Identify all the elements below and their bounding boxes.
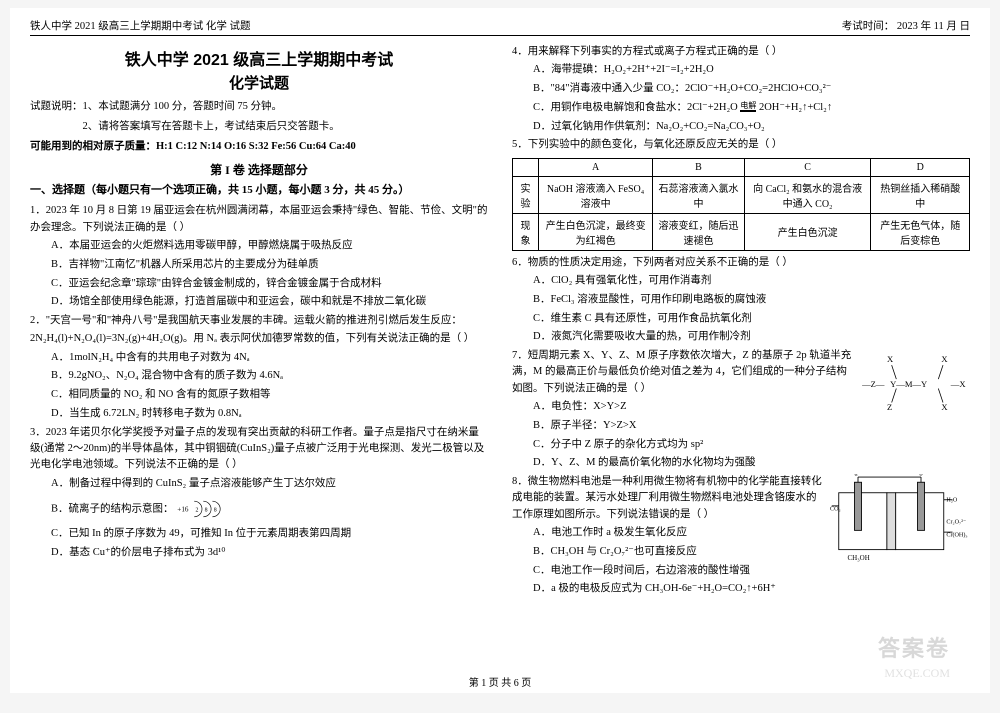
svg-text:—X: —X <box>950 379 967 389</box>
left-column: 铁人中学 2021 级高三上学期期中考试 化学试题 试题说明：1、本试题满分 1… <box>30 42 488 677</box>
atomic-masses: 可能用到的相对原子质量：H:1 C:12 N:14 O:16 S:32 Fe:5… <box>30 139 488 156</box>
q1-stem: 1．2023 年 10 月 8 日第 19 届亚运会在杭州圆满闭幕，本届亚运会秉… <box>30 203 488 236</box>
q6-stem: 6．物质的性质决定用途，下列两者对应关系不正确的是（ ） <box>512 255 970 271</box>
q7-opt-b: B．原子半径：Y>Z>X <box>512 418 970 435</box>
q5-hc: C <box>744 158 871 176</box>
q4c-post: 2OH⁻+H₂↑+Cl₂↑ <box>759 102 832 113</box>
two-column-layout: 铁人中学 2021 级高三上学期期中考试 化学试题 试题说明：1、本试题满分 1… <box>30 42 970 677</box>
svg-text:X: X <box>941 402 948 412</box>
exam-title: 铁人中学 2021 级高三上学期期中考试 <box>30 46 488 70</box>
q4c-pre: C．用铜作电极电解饱和食盐水：2Cl⁻+2H₂O <box>533 102 738 113</box>
q5-stem: 5．下列实验中的颜色变化，与氧化还原反应无关的是（ ） <box>512 137 970 153</box>
q5-r2l: 现象 <box>513 213 539 250</box>
table-row: 现象 产生白色沉淀，最终变为红褐色 溶液变红，随后迅速褪色 产生白色沉淀 产生无… <box>513 213 970 250</box>
q5-r1l: 实验 <box>513 176 539 213</box>
q4-opt-b: B．"84"消毒液中通入少量 CO₂：2ClO⁻+H₂O+CO₂=2HClO+C… <box>512 81 970 98</box>
q7-opt-d: D．Y、Z、M 的最高价氧化物的水化物均为强酸 <box>512 455 970 472</box>
page-header: 铁人中学 2021 级高三上学期期中考试 化学 试题 考试时间： 2023 年 … <box>30 18 970 36</box>
svg-text:CH₃OH: CH₃OH <box>848 554 870 562</box>
q3-opt-a: A．制备过程中得到的 CuInS₂ 量子点溶液能够产生丁达尔效应 <box>30 476 488 493</box>
q4-opt-a: A．海带提碘：H₂O₂+2H⁺+2I⁻=I₂+2H₂O <box>512 62 970 79</box>
q5-r2b: 溶液变红，随后迅速褪色 <box>653 213 745 250</box>
q2-eqn: 2N₂H₄(l)+N₂O₄(l)=3N₂(g)+4H₂O(g)。用 Nₐ 表示阿… <box>30 331 488 347</box>
svg-text:b: b <box>919 474 923 477</box>
q2-opt-b: B．9.2gNO₂、N₂O₄ 混合物中含有的质子数为 4.6Nₐ <box>30 368 488 385</box>
instruction-1: 试题说明：1、本试题满分 100 分，答题时间 75 分钟。 <box>30 99 488 116</box>
header-right: 考试时间： 2023 年 11 月 日 <box>842 18 970 33</box>
q3-opt-c: C．已知 In 的原子序数为 49，可推知 In 位于元素周期表第四周期 <box>30 526 488 543</box>
ion-structure-icon: +16 2 8 8 <box>176 494 228 524</box>
q4-opt-c: C．用铜作电极电解饱和食盐水：2Cl⁻+2H₂O 电解 2OH⁻+H₂↑+Cl₂… <box>512 100 970 117</box>
svg-text:Y—M—Y: Y—M—Y <box>890 379 927 389</box>
q4-stem: 4．用来解释下列事实的方程式或离子方程式正确的是（ ） <box>512 44 970 60</box>
right-column: 4．用来解释下列事实的方程式或离子方程式正确的是（ ） A．海带提碘：H₂O₂+… <box>512 42 970 677</box>
exam-subtitle: 化学试题 <box>30 72 488 93</box>
q5-ha: A <box>538 158 652 176</box>
q5-r2c: 产生白色沉淀 <box>744 213 871 250</box>
q6-opt-c: C．维生素 C 具有还原性，可用作食品抗氧化剂 <box>512 311 970 328</box>
q5-r1c: 向 CaCl₂ 和氨水的混合液中通入 CO₂ <box>744 176 871 213</box>
q1-opt-d: D．场馆全部使用绿色能源，打造首届碳中和亚运会，碳中和就是不排放二氧化碳 <box>30 294 488 311</box>
molecule-structure-icon: —Z— Y—M—Y X Z X X —X <box>860 348 970 418</box>
q6-opt-b: B．FeCl₃ 溶液显酸性，可用作印刷电路板的腐蚀液 <box>512 292 970 309</box>
q2-opt-d: D．当生成 6.72LN₂ 时转移电子数为 0.8Nₐ <box>30 406 488 423</box>
q4-opt-d: D．过氧化钠用作供氧剂：Na₂O₂+CO₂=Na₂CO₃+O₂ <box>512 119 970 136</box>
q3-opt-b-text: B．硫离子的结构示意图： <box>51 504 174 515</box>
q5-r2d: 产生无色气体，随后变棕色 <box>871 213 970 250</box>
q2-opt-c: C．相同质量的 NO₂ 和 NO 含有的氮原子数相等 <box>30 387 488 404</box>
q3-opt-d: D．基态 Cu⁺的价层电子排布式为 3d¹⁰ <box>30 545 488 562</box>
q5-r1d: 热铜丝插入稀硝酸中 <box>871 176 970 213</box>
q5-h0 <box>513 158 539 176</box>
svg-text:Z: Z <box>887 402 892 412</box>
fuel-cell-diagram-icon: a b CO₂ H₂O Cr₂O₇²⁻ Cr(OH)₃ CH₃OH <box>830 474 970 564</box>
table-row: 实验 NaOH 溶液滴入 FeSO₄ 溶液中 石蕊溶液滴入氯水中 向 CaCl₂… <box>513 176 970 213</box>
q7-opt-c: C．分子中 Z 原子的杂化方式均为 sp² <box>512 437 970 454</box>
q8-opt-d: D．a 极的电极反应式为 CH₃OH-6e⁻+H₂O=CO₂↑+6H⁺ <box>512 581 970 598</box>
q3-stem: 3．2023 年诺贝尔化学奖授予对量子点的发现有突出贡献的科研工作者。量子点是指… <box>30 425 488 474</box>
q5-hd: D <box>871 158 970 176</box>
q5-r2a: 产生白色沉淀，最终变为红褐色 <box>538 213 652 250</box>
table-row: A B C D <box>513 158 970 176</box>
q6-opt-a: A．ClO₂ 具有强氧化性，可用作消毒剂 <box>512 273 970 290</box>
svg-text:+16: +16 <box>177 506 189 514</box>
q3-opt-b: B．硫离子的结构示意图： +16 2 8 8 <box>30 494 488 524</box>
svg-text:8: 8 <box>205 508 208 514</box>
header-left: 铁人中学 2021 级高三上学期期中考试 化学 试题 <box>30 18 251 33</box>
mcq-heading: 一、选择题（每小题只有一个选项正确，共 15 小题，每小题 3 分，共 45 分… <box>30 182 488 199</box>
svg-text:X: X <box>941 354 948 364</box>
q8-opt-c: C．电池工作一段时间后，右边溶液的酸性增强 <box>512 563 970 580</box>
q1-opt-b: B．吉祥物"江南忆"机器人所采用芯片的主要成分为硅单质 <box>30 257 488 274</box>
q1-opt-c: C．亚运会纪念章"琮琮"由锌合金镀金制成的，锌合金镀金属于合成材料 <box>30 276 488 293</box>
svg-text:2: 2 <box>196 508 199 514</box>
q5-hb: B <box>653 158 745 176</box>
exam-page: 铁人中学 2021 级高三上学期期中考试 化学 试题 考试时间： 2023 年 … <box>10 8 990 693</box>
svg-text:CO₂: CO₂ <box>830 506 841 512</box>
q5-table: A B C D 实验 NaOH 溶液滴入 FeSO₄ 溶液中 石蕊溶液滴入氯水中… <box>512 158 970 251</box>
svg-text:H₂O: H₂O <box>946 498 958 504</box>
page-footer: 第 1 页 共 6 页 <box>10 674 990 689</box>
q2-stem: 2．"天宫一号"和"神舟八号"是我国航天事业发展的丰碑。运载火箭的推进剂引燃后发… <box>30 313 488 329</box>
q4c-elec: 电解 <box>740 102 756 111</box>
svg-text:a: a <box>855 474 859 477</box>
q5-r1b: 石蕊溶液滴入氯水中 <box>653 176 745 213</box>
q6-opt-d: D．液氮汽化需要吸收大量的热，可用作制冷剂 <box>512 329 970 346</box>
svg-text:—Z—: —Z— <box>861 379 885 389</box>
q5-r1a: NaOH 溶液滴入 FeSO₄ 溶液中 <box>538 176 652 213</box>
svg-text:Cr₂O₇²⁻: Cr₂O₇²⁻ <box>946 519 966 526</box>
svg-text:X: X <box>887 354 894 364</box>
q1-opt-a: A．本届亚运会的火炬燃料选用零碳甲醇，甲醇燃烧属于吸热反应 <box>30 238 488 255</box>
q2-opt-a: A．1molN₂H₄ 中含有的共用电子对数为 4Nₐ <box>30 350 488 367</box>
section-1-title: 第 I 卷 选择题部分 <box>30 161 488 178</box>
svg-text:8: 8 <box>214 508 217 514</box>
instruction-2: 2、请将答案填写在答题卡上，考试结束后只交答题卡。 <box>30 119 488 136</box>
